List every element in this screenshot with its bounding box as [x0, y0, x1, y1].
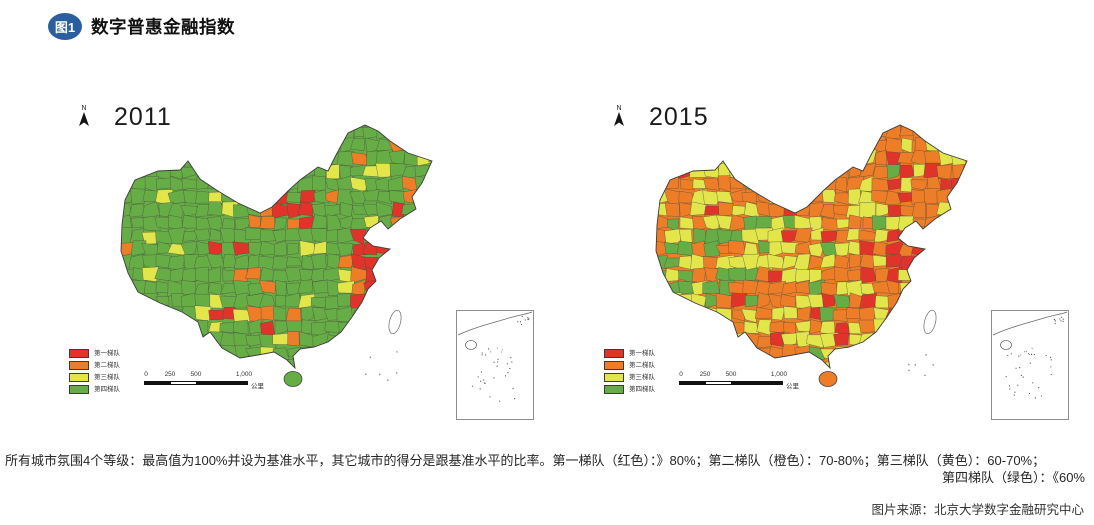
figure-number-badge: 图1	[48, 13, 82, 40]
tier3-swatch	[69, 373, 89, 382]
south-china-sea-inset-2011	[456, 310, 534, 420]
scale-unit: 公里	[786, 383, 799, 390]
scale-tick: 250	[164, 371, 176, 378]
legend-item: 第一梯队	[69, 349, 120, 358]
tier4-label: 第四梯队	[629, 386, 655, 393]
south-china-sea-inset-2015	[991, 310, 1069, 420]
scale-tick: 0	[144, 371, 148, 378]
tier2-swatch	[604, 361, 624, 370]
year-label-2011: 2011	[114, 103, 172, 131]
tier1-label: 第一梯队	[94, 350, 120, 357]
year-label-2015: 2015	[649, 103, 709, 131]
scale-bar-graphic	[679, 381, 783, 385]
inset-islands-graphic	[992, 311, 1068, 399]
legend-item: 第四梯队	[604, 385, 655, 394]
tier2-label: 第二梯队	[94, 362, 120, 369]
north-arrow-icon	[614, 112, 624, 126]
tier4-swatch	[604, 385, 624, 394]
inset-islands-graphic	[457, 311, 533, 402]
tier3-label: 第三梯队	[94, 374, 120, 381]
scale-bar-2015: 0 250 500 1,000 公里	[679, 371, 809, 393]
caption-line2: 第四梯队（绿色）：《60%	[941, 470, 1085, 485]
north-arrow-icon	[79, 112, 89, 126]
tier3-label: 第三梯队	[629, 374, 655, 381]
north-arrow-2015: N	[611, 105, 627, 132]
legend-item: 第三梯队	[604, 373, 655, 382]
scale-tick: 1,000	[770, 371, 788, 378]
china-choropleth-2011	[120, 124, 433, 387]
tier4-label: 第四梯队	[94, 386, 120, 393]
figure-title: 数字普惠金融指数	[91, 17, 235, 37]
scale-tick: 500	[190, 371, 202, 378]
scale-tick: 0	[679, 371, 683, 378]
legend-2011: 第一梯队 第二梯队 第三梯队 第四梯队	[69, 349, 120, 397]
scale-tick: 500	[725, 371, 737, 378]
map-panel-2011: N 2011 第一梯队 第二梯队 第三梯队 第四梯队 0 250 500 1,0…	[60, 95, 552, 435]
north-arrow-2011: N	[76, 105, 92, 132]
legend-item: 第四梯队	[69, 385, 120, 394]
scale-bar-graphic	[144, 381, 248, 385]
china-choropleth-2015	[655, 124, 968, 387]
north-label: N	[81, 105, 87, 112]
legend-item: 第二梯队	[69, 361, 120, 370]
tier1-swatch	[604, 349, 624, 358]
tier2-swatch	[69, 361, 89, 370]
tier1-label: 第一梯队	[629, 350, 655, 357]
scale-tick: 1,000	[235, 371, 253, 378]
legend-item: 第一梯队	[604, 349, 655, 358]
scale-unit: 公里	[251, 383, 264, 390]
legend-2015: 第一梯队 第二梯队 第三梯队 第四梯队	[604, 349, 655, 397]
scale-tick: 250	[699, 371, 711, 378]
tier3-swatch	[604, 373, 624, 382]
image-source: 图片来源：北京大学数字金融研究中心	[871, 503, 1084, 517]
tier1-swatch	[69, 349, 89, 358]
scale-bar-2011: 0 250 500 1,000 公里	[144, 371, 274, 393]
legend-item: 第三梯队	[69, 373, 120, 382]
tier2-label: 第二梯队	[629, 362, 655, 369]
caption-line1: 所有城市氛围4个等级：最高值为100%并设为基准水平，其它城市的得分是跟基准水平…	[5, 453, 1046, 468]
legend-item: 第二梯队	[604, 361, 655, 370]
north-label: N	[616, 105, 622, 112]
figure-header: 图1 数字普惠金融指数	[48, 13, 235, 40]
tier4-swatch	[69, 385, 89, 394]
map-panel-2015: N 2015 第一梯队 第二梯队 第三梯队 第四梯队 0 250 500 1,0…	[595, 95, 1087, 435]
